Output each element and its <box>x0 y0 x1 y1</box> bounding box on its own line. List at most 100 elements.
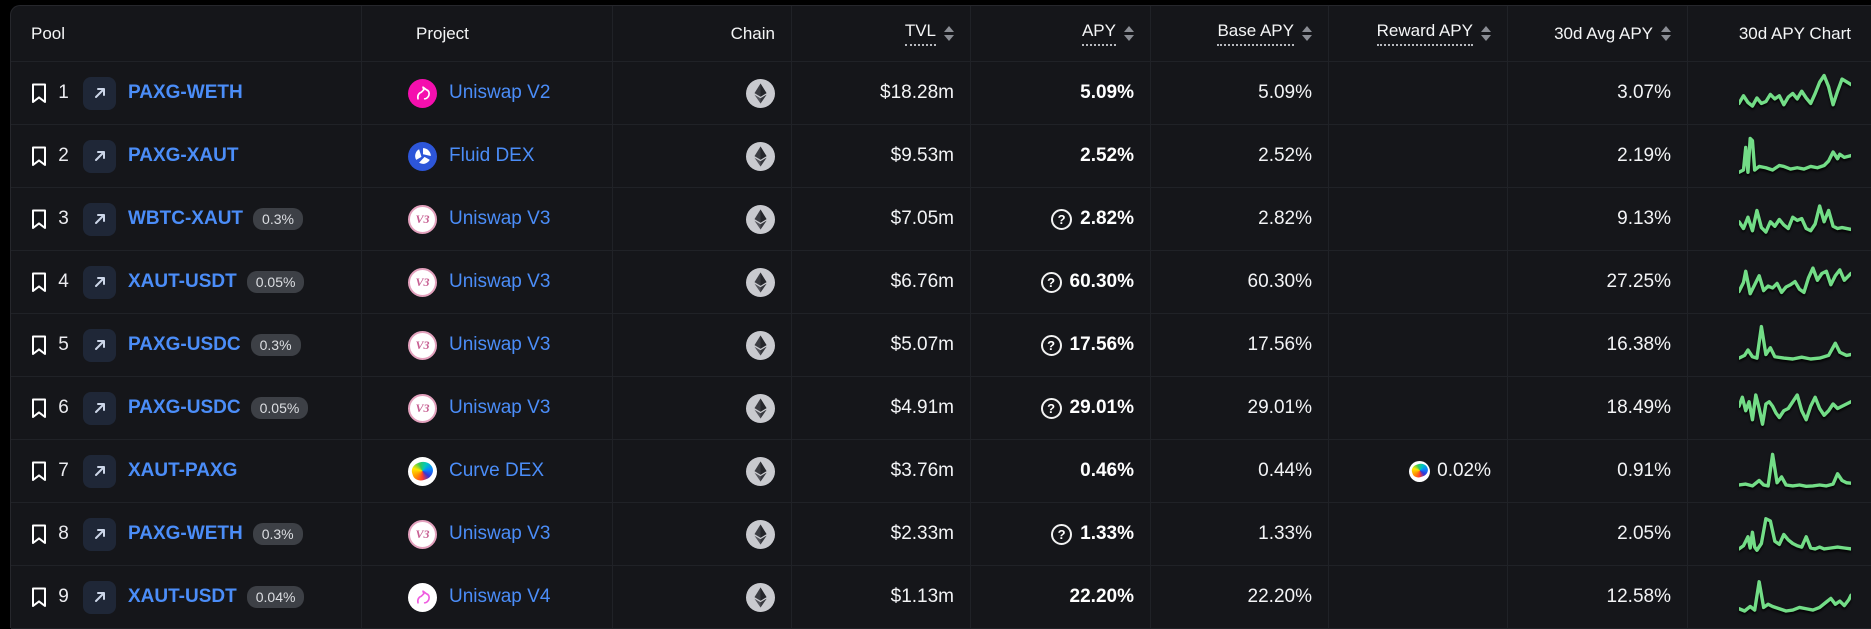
header-apy[interactable]: APY <box>971 6 1151 62</box>
header-base-apy[interactable]: Base APY <box>1151 6 1329 62</box>
tvl-value: $5.07m <box>792 314 971 377</box>
open-pool-button[interactable] <box>83 139 116 173</box>
question-icon[interactable]: ? <box>1051 523 1073 545</box>
pool-link[interactable]: XAUT-PAXG <box>128 460 238 481</box>
ethereum-chain-icon <box>746 141 775 171</box>
project-link[interactable]: Uniswap V3 <box>449 208 551 229</box>
project-cell: V3 Uniswap V3 <box>362 503 613 566</box>
project-link[interactable]: Fluid DEX <box>449 145 535 166</box>
apy-value: 2.82% <box>1080 208 1134 229</box>
bookmark-icon[interactable] <box>31 587 47 608</box>
avg-apy-30d-value: 16.38% <box>1508 314 1688 377</box>
base-apy-value: 17.56% <box>1151 314 1329 377</box>
question-icon[interactable]: ? <box>1040 397 1062 419</box>
bookmark-icon[interactable] <box>31 524 47 545</box>
uniswap-v2-icon <box>408 78 437 108</box>
open-pool-button[interactable] <box>83 517 116 551</box>
table-row: 1 PAXG-WETH Uniswap V2 <box>11 62 1871 125</box>
ethereum-chain-icon <box>746 78 775 108</box>
arrow-up-right-icon <box>93 590 107 604</box>
project-link[interactable]: Uniswap V2 <box>449 82 551 103</box>
uniswap-v3-icon: V3 <box>408 393 437 423</box>
header-project: Project <box>362 6 613 62</box>
open-pool-button[interactable] <box>83 454 116 488</box>
base-apy-value: 60.30% <box>1151 251 1329 314</box>
apy-value: 22.20% <box>1069 586 1134 607</box>
bookmark-icon[interactable] <box>31 83 47 104</box>
project-link[interactable]: Uniswap V3 <box>449 397 551 418</box>
project-link[interactable]: Uniswap V3 <box>449 334 551 355</box>
apy-sparkline-chart <box>1739 386 1851 431</box>
apy-cell: ? 2.82% <box>971 188 1151 251</box>
project-link[interactable]: Uniswap V3 <box>449 271 551 292</box>
fee-badge: 0.05% <box>246 271 305 293</box>
question-icon[interactable]: ? <box>1051 208 1073 230</box>
pool-cell: 8 PAXG-WETH 0.3% <box>11 503 362 566</box>
apy-chart-cell <box>1688 440 1871 503</box>
arrow-up-right-icon <box>93 464 107 478</box>
bookmark-icon[interactable] <box>31 335 47 356</box>
open-pool-button[interactable] <box>83 391 116 425</box>
project-cell: Uniswap V2 <box>362 62 613 125</box>
header-tvl[interactable]: TVL <box>792 6 971 62</box>
fee-badge: 0.05% <box>250 397 309 419</box>
bookmark-icon[interactable] <box>31 398 47 419</box>
apy-value: 17.56% <box>1069 334 1134 355</box>
pool-link[interactable]: PAXG-XAUT <box>128 145 239 166</box>
project-link[interactable]: Curve DEX <box>449 460 545 481</box>
header-30d-avg-apy[interactable]: 30d Avg APY <box>1508 6 1688 62</box>
project-cell: Uniswap V4 <box>362 566 613 629</box>
project-link[interactable]: Uniswap V4 <box>449 586 551 607</box>
tvl-value: $7.05m <box>792 188 971 251</box>
pool-link[interactable]: XAUT-USDT <box>128 271 237 292</box>
avg-apy-30d-value: 2.19% <box>1508 125 1688 188</box>
question-icon[interactable]: ? <box>1040 271 1062 293</box>
open-pool-button[interactable] <box>83 202 116 236</box>
base-apy-value: 22.20% <box>1151 566 1329 629</box>
apy-cell: ? 1.33% <box>971 503 1151 566</box>
pool-link[interactable]: WBTC-XAUT <box>128 208 244 229</box>
ethereum-chain-icon <box>746 267 775 297</box>
apy-value: 29.01% <box>1069 397 1134 418</box>
project-cell: V3 Uniswap V3 <box>362 377 613 440</box>
bookmark-icon[interactable] <box>31 272 47 293</box>
header-30d-apy-chart: 30d APY Chart <box>1688 6 1871 62</box>
pool-link[interactable]: PAXG-WETH <box>128 523 243 544</box>
open-pool-button[interactable] <box>83 580 116 614</box>
reward-apy-cell <box>1329 251 1508 314</box>
pool-link[interactable]: PAXG-WETH <box>128 82 243 103</box>
apy-cell: 5.09% <box>971 62 1151 125</box>
pool-cell: 1 PAXG-WETH <box>11 62 362 125</box>
question-icon[interactable]: ? <box>1040 334 1062 356</box>
pool-rank: 7 <box>58 460 69 481</box>
bookmark-icon[interactable] <box>31 146 47 167</box>
open-pool-button[interactable] <box>83 265 116 299</box>
tvl-value: $6.76m <box>792 251 971 314</box>
apy-sparkline-chart <box>1739 134 1851 179</box>
pool-link[interactable]: XAUT-USDT <box>128 586 237 607</box>
tvl-value: $3.76m <box>792 440 971 503</box>
open-pool-button[interactable] <box>83 328 116 362</box>
avg-apy-30d-value: 27.25% <box>1508 251 1688 314</box>
pool-cell: 6 PAXG-USDC 0.05% <box>11 377 362 440</box>
open-pool-button[interactable] <box>83 76 116 110</box>
base-apy-value: 2.82% <box>1151 188 1329 251</box>
apy-sparkline-chart <box>1739 260 1851 305</box>
project-link[interactable]: Uniswap V3 <box>449 523 551 544</box>
pool-rank: 2 <box>58 145 69 166</box>
base-apy-value: 2.52% <box>1151 125 1329 188</box>
ethereum-chain-icon <box>746 330 775 360</box>
header-apy-label: APY <box>1081 21 1116 46</box>
base-apy-value: 5.09% <box>1151 62 1329 125</box>
apy-value: 2.52% <box>1080 145 1134 166</box>
ethereum-chain-icon <box>746 204 775 234</box>
pool-link[interactable]: PAXG-USDC <box>128 334 241 355</box>
bookmark-icon[interactable] <box>31 461 47 482</box>
pool-rank: 6 <box>58 397 69 418</box>
fee-badge: 0.3% <box>252 523 303 545</box>
header-reward-apy[interactable]: Reward APY <box>1329 6 1508 62</box>
apy-cell: 0.46% <box>971 440 1151 503</box>
pool-link[interactable]: PAXG-USDC <box>128 397 241 418</box>
apy-chart-cell <box>1688 503 1871 566</box>
bookmark-icon[interactable] <box>31 209 47 230</box>
